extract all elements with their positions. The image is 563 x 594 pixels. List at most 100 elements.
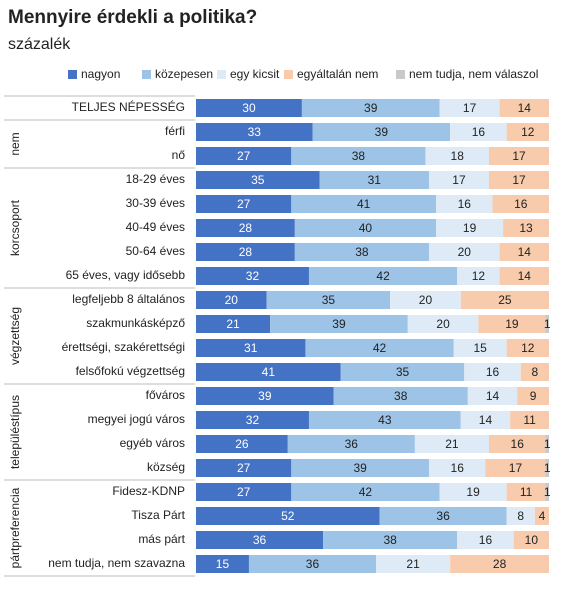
value-label: 39 bbox=[353, 461, 367, 475]
bar-segment bbox=[439, 99, 500, 117]
group-label: végzettség bbox=[8, 307, 22, 365]
bar-segment bbox=[308, 267, 458, 285]
bar-segment bbox=[270, 315, 408, 333]
legend-label: nem tudja, nem válaszol bbox=[409, 67, 538, 81]
value-label: 38 bbox=[394, 389, 408, 403]
value-label: 15 bbox=[473, 341, 487, 355]
value-label: 32 bbox=[246, 269, 260, 283]
value-label: 12 bbox=[521, 341, 535, 355]
bar-segment bbox=[464, 363, 521, 381]
value-label: 20 bbox=[225, 293, 239, 307]
bar-segment bbox=[506, 507, 535, 525]
value-label: 33 bbox=[248, 125, 262, 139]
value-label: 1 bbox=[544, 437, 551, 451]
legend-label: nagyon bbox=[81, 67, 120, 81]
bar-segment bbox=[485, 459, 546, 477]
legend-label: egyáltalán nem bbox=[297, 67, 378, 81]
bar-segment bbox=[453, 339, 507, 357]
value-label: 27 bbox=[237, 485, 251, 499]
bar-segment bbox=[196, 219, 295, 237]
bar-segment bbox=[499, 99, 549, 117]
bar-segment bbox=[467, 387, 518, 405]
bar-segment bbox=[196, 507, 380, 525]
value-label: 17 bbox=[463, 101, 477, 115]
category-label: 18-29 éves bbox=[126, 172, 185, 186]
bar-segment bbox=[545, 435, 549, 453]
bar-segment bbox=[545, 315, 549, 333]
value-label: 20 bbox=[458, 245, 472, 259]
value-label: 16 bbox=[458, 197, 472, 211]
value-label: 27 bbox=[237, 461, 251, 475]
value-label: 19 bbox=[463, 221, 477, 235]
group-label: nem bbox=[8, 132, 22, 155]
bar-segment bbox=[488, 171, 549, 189]
value-label: 42 bbox=[359, 485, 373, 499]
legend-label: közepesen bbox=[155, 67, 213, 81]
bar-segment bbox=[499, 243, 549, 261]
bar-segment bbox=[340, 363, 465, 381]
bar-segment bbox=[196, 99, 302, 117]
bar-segment bbox=[545, 483, 549, 501]
bar-segment bbox=[196, 147, 292, 165]
value-label: 42 bbox=[376, 269, 390, 283]
value-label: 21 bbox=[445, 437, 459, 451]
bar-segment bbox=[425, 147, 489, 165]
legend-swatch bbox=[396, 70, 405, 79]
bar-segment bbox=[506, 483, 546, 501]
bar-segment bbox=[248, 555, 377, 573]
value-label: 28 bbox=[493, 557, 507, 571]
bar-segment bbox=[517, 387, 549, 405]
bar-segment bbox=[287, 435, 415, 453]
value-label: 27 bbox=[237, 149, 251, 163]
value-label: 12 bbox=[472, 269, 486, 283]
category-label: legfeljebb 8 általános bbox=[72, 292, 185, 306]
value-label: 20 bbox=[419, 293, 433, 307]
value-label: 14 bbox=[486, 389, 500, 403]
category-label: egyéb város bbox=[120, 436, 185, 450]
category-label: Tisza Párt bbox=[131, 508, 185, 522]
value-label: 36 bbox=[436, 509, 450, 523]
category-label: nem tudja, nem szavazna bbox=[48, 556, 185, 570]
bar-segment bbox=[436, 219, 504, 237]
bar-segment bbox=[428, 459, 486, 477]
category-label: Fidesz-KDNP bbox=[112, 484, 185, 498]
group-label: településtípus bbox=[8, 395, 22, 469]
value-label: 16 bbox=[472, 125, 486, 139]
bar-segment bbox=[196, 555, 249, 573]
bar-segment bbox=[488, 147, 549, 165]
bar-segment bbox=[407, 315, 479, 333]
value-label: 14 bbox=[518, 269, 532, 283]
value-label: 41 bbox=[357, 197, 371, 211]
group-label: korcsoport bbox=[8, 199, 22, 256]
value-label: 19 bbox=[505, 317, 519, 331]
value-label: 17 bbox=[512, 149, 526, 163]
legend-swatch bbox=[142, 70, 151, 79]
value-label: 21 bbox=[226, 317, 240, 331]
bar-segment bbox=[379, 507, 507, 525]
bar-segment bbox=[312, 123, 451, 141]
bar-segment bbox=[266, 291, 391, 309]
value-label: 41 bbox=[262, 365, 276, 379]
bar-segment bbox=[196, 435, 288, 453]
bar-segment bbox=[196, 483, 292, 501]
category-label: 65 éves, vagy idősebb bbox=[66, 268, 186, 282]
bar-segment bbox=[510, 411, 549, 429]
value-label: 38 bbox=[383, 533, 397, 547]
bar-segment bbox=[428, 171, 489, 189]
bar-segment bbox=[513, 531, 549, 549]
bar-segment bbox=[196, 195, 292, 213]
bar-segment bbox=[520, 363, 549, 381]
category-label: 40-49 éves bbox=[126, 220, 185, 234]
value-label: 31 bbox=[368, 173, 382, 187]
value-label: 10 bbox=[525, 533, 539, 547]
bar-segment bbox=[196, 339, 306, 357]
bar-segment bbox=[196, 387, 334, 405]
value-label: 16 bbox=[511, 437, 525, 451]
bar-segment bbox=[196, 531, 324, 549]
bar-segment bbox=[460, 291, 549, 309]
value-label: 38 bbox=[352, 149, 366, 163]
bar-segment bbox=[196, 315, 271, 333]
value-label: 14 bbox=[518, 245, 532, 259]
bar-segment bbox=[506, 123, 549, 141]
bar-segment bbox=[460, 411, 511, 429]
